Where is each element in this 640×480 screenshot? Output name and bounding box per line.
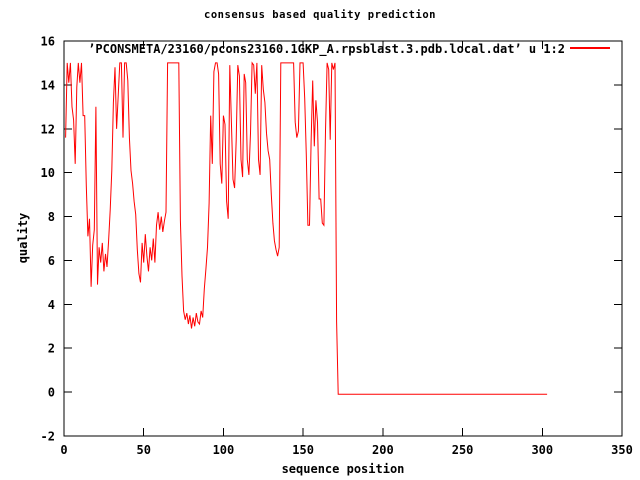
x-tick-label: 0: [60, 443, 67, 457]
y-axis-label: quality: [16, 212, 30, 264]
x-tick-label: 200: [372, 443, 394, 457]
y-tick-label: 14: [41, 78, 55, 92]
legend-entry-label: ’PCONSMETA/23160/pcons23160.1GKP_A.rpsbl…: [88, 42, 565, 56]
x-axis-label: sequence position: [281, 462, 405, 476]
x-ticks: 0 50 100 150 200 250 300 350: [60, 41, 633, 457]
chart-title: consensus based quality prediction: [204, 9, 436, 21]
x-tick-label: 50: [136, 443, 150, 457]
y-ticks: -2 0 2 4 6 8 10 12 14 16: [41, 35, 622, 444]
x-tick-label: 150: [292, 443, 314, 457]
y-tick-label: 12: [41, 122, 55, 136]
y-tick-label: 16: [41, 35, 55, 49]
y-tick-label: 6: [48, 254, 55, 268]
y-tick-label: 4: [48, 298, 55, 312]
x-tick-label: 350: [611, 443, 633, 457]
y-tick-label: 2: [48, 342, 55, 356]
y-tick-label: 8: [48, 210, 55, 224]
y-tick-label: 10: [41, 166, 55, 180]
y-tick-label: 0: [48, 386, 55, 400]
y-tick-label: -2: [41, 430, 55, 444]
quality-curve: [65, 61, 548, 395]
x-tick-label: 300: [531, 443, 553, 457]
legend-line-sample: [570, 47, 610, 49]
x-tick-label: 250: [452, 443, 474, 457]
x-tick-label: 100: [213, 443, 235, 457]
plot-frame: [63, 40, 623, 437]
